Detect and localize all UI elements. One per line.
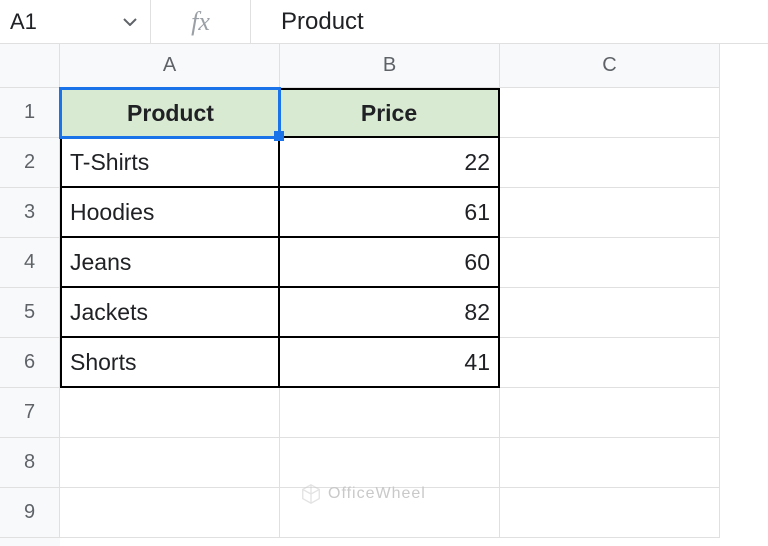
cell-a5[interactable]: Jackets: [60, 288, 280, 338]
cell-c8[interactable]: [500, 438, 720, 488]
cell-b5[interactable]: 82: [280, 288, 500, 338]
grid-body: Product Price T-Shirts 22 Hoodies 61: [60, 88, 720, 546]
cell-b7[interactable]: [280, 388, 500, 438]
cell-b2[interactable]: 22: [280, 138, 500, 188]
cell-a6[interactable]: Shorts: [60, 338, 280, 388]
row-header-2[interactable]: 2: [0, 138, 60, 188]
cell-c9[interactable]: [500, 488, 720, 538]
cell-a3[interactable]: Hoodies: [60, 188, 280, 238]
cell-a1[interactable]: Product: [60, 88, 280, 138]
row-header-9[interactable]: 9: [0, 488, 60, 538]
cell-a2[interactable]: T-Shirts: [60, 138, 280, 188]
select-all-corner[interactable]: [0, 44, 60, 88]
cell-c7[interactable]: [500, 388, 720, 438]
cell-c4[interactable]: [500, 238, 720, 288]
row-header-3[interactable]: 3: [0, 188, 60, 238]
chevron-down-icon: [123, 18, 137, 26]
header-product: Product: [127, 100, 214, 127]
row-header-8[interactable]: 8: [0, 438, 60, 488]
cell-c1[interactable]: [500, 88, 720, 138]
row-header-1[interactable]: 1: [0, 88, 60, 138]
cell-b3[interactable]: 61: [280, 188, 500, 238]
name-box[interactable]: A1: [0, 0, 110, 43]
cell-c6[interactable]: [500, 338, 720, 388]
sheet-area: A B C 1 2 3 4 5 6 7 8 9 Product: [0, 44, 768, 546]
column-headers: A B C: [60, 44, 720, 88]
cell-a7[interactable]: [60, 388, 280, 438]
cell-a9[interactable]: [60, 488, 280, 538]
col-header-b[interactable]: B: [280, 44, 500, 88]
row-headers: 1 2 3 4 5 6 7 8 9: [0, 88, 60, 546]
col-header-c[interactable]: C: [500, 44, 720, 88]
cell-a4[interactable]: Jeans: [60, 238, 280, 288]
selection-handle[interactable]: [274, 131, 284, 141]
col-header-a[interactable]: A: [60, 44, 280, 88]
cell-b4[interactable]: 60: [280, 238, 500, 288]
cell-c2[interactable]: [500, 138, 720, 188]
row-header-7[interactable]: 7: [0, 388, 60, 438]
cell-b9[interactable]: [280, 488, 500, 538]
cell-c3[interactable]: [500, 188, 720, 238]
row-header-4[interactable]: 4: [0, 238, 60, 288]
cell-b1[interactable]: Price: [280, 88, 500, 138]
name-box-dropdown[interactable]: [110, 0, 150, 43]
cell-b6[interactable]: 41: [280, 338, 500, 388]
cell-a8[interactable]: [60, 438, 280, 488]
row-header-6[interactable]: 6: [0, 338, 60, 388]
cell-b8[interactable]: [280, 438, 500, 488]
cell-c5[interactable]: [500, 288, 720, 338]
formula-bar: A1 fx Product: [0, 0, 768, 44]
row-header-5[interactable]: 5: [0, 288, 60, 338]
fx-label: fx: [150, 0, 250, 43]
formula-input[interactable]: Product: [250, 0, 768, 43]
